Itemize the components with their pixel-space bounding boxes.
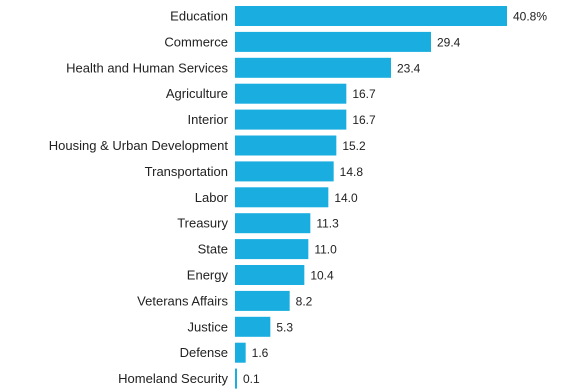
bar-12 bbox=[235, 316, 271, 337]
bar-0 bbox=[235, 6, 507, 26]
value-label-5: 15.2 bbox=[342, 139, 366, 153]
category-label-14: Homeland Security bbox=[118, 371, 228, 386]
category-label-10: Energy bbox=[187, 268, 229, 283]
category-label-9: State bbox=[198, 242, 228, 257]
category-label-6: Transportation bbox=[145, 164, 228, 179]
value-labels-group: 40.8% 29.4 23.4 16.7 16.7 15.2 14.8 14.0 11.3 11.… bbox=[243, 10, 547, 387]
category-label-11: Veterans Affairs bbox=[137, 293, 228, 308]
value-label-11: 8.2 bbox=[296, 294, 313, 308]
bar-6 bbox=[235, 161, 334, 182]
value-label-2: 23.4 bbox=[397, 61, 421, 75]
category-label-13: Defense bbox=[180, 345, 228, 360]
value-label-0: 40.8% bbox=[513, 10, 547, 24]
value-label-1: 29.4 bbox=[437, 35, 461, 49]
bar-11 bbox=[235, 290, 290, 311]
bar-9 bbox=[235, 239, 309, 260]
category-label-12: Justice bbox=[188, 319, 228, 334]
bar-1 bbox=[235, 31, 431, 52]
value-label-13: 1.6 bbox=[252, 346, 269, 360]
category-label-1: Commerce bbox=[164, 34, 228, 49]
bar-8 bbox=[235, 213, 311, 234]
bar-2 bbox=[235, 57, 391, 78]
category-label-7: Labor bbox=[195, 190, 229, 205]
bar-4 bbox=[235, 109, 347, 130]
bar-13 bbox=[235, 342, 246, 363]
bar-3 bbox=[235, 83, 347, 104]
value-label-12: 5.3 bbox=[276, 320, 293, 334]
category-label-0: Education bbox=[170, 9, 228, 24]
category-labels-group: Education Commerce Health and Human Servic… bbox=[49, 9, 229, 387]
value-label-6: 14.8 bbox=[340, 165, 364, 179]
category-label-3: Agriculture bbox=[166, 86, 228, 101]
bars-group bbox=[235, 6, 507, 389]
value-label-7: 14.0 bbox=[334, 191, 358, 205]
bar-7 bbox=[235, 187, 329, 208]
value-label-9: 11.0 bbox=[314, 243, 337, 257]
category-label-5: Housing & Urban Development bbox=[49, 138, 229, 153]
bar-14 bbox=[235, 368, 237, 389]
bar-5 bbox=[235, 135, 337, 156]
value-label-10: 10.4 bbox=[310, 269, 334, 283]
value-label-4: 16.7 bbox=[352, 113, 376, 127]
category-label-2: Health and Human Services bbox=[66, 60, 228, 75]
bar-10 bbox=[235, 265, 305, 285]
value-label-8: 11.3 bbox=[316, 217, 339, 231]
value-label-3: 16.7 bbox=[352, 87, 376, 101]
category-label-4: Interior bbox=[188, 112, 229, 127]
category-label-8: Treasury bbox=[177, 216, 228, 231]
value-label-14: 0.1 bbox=[243, 372, 260, 386]
